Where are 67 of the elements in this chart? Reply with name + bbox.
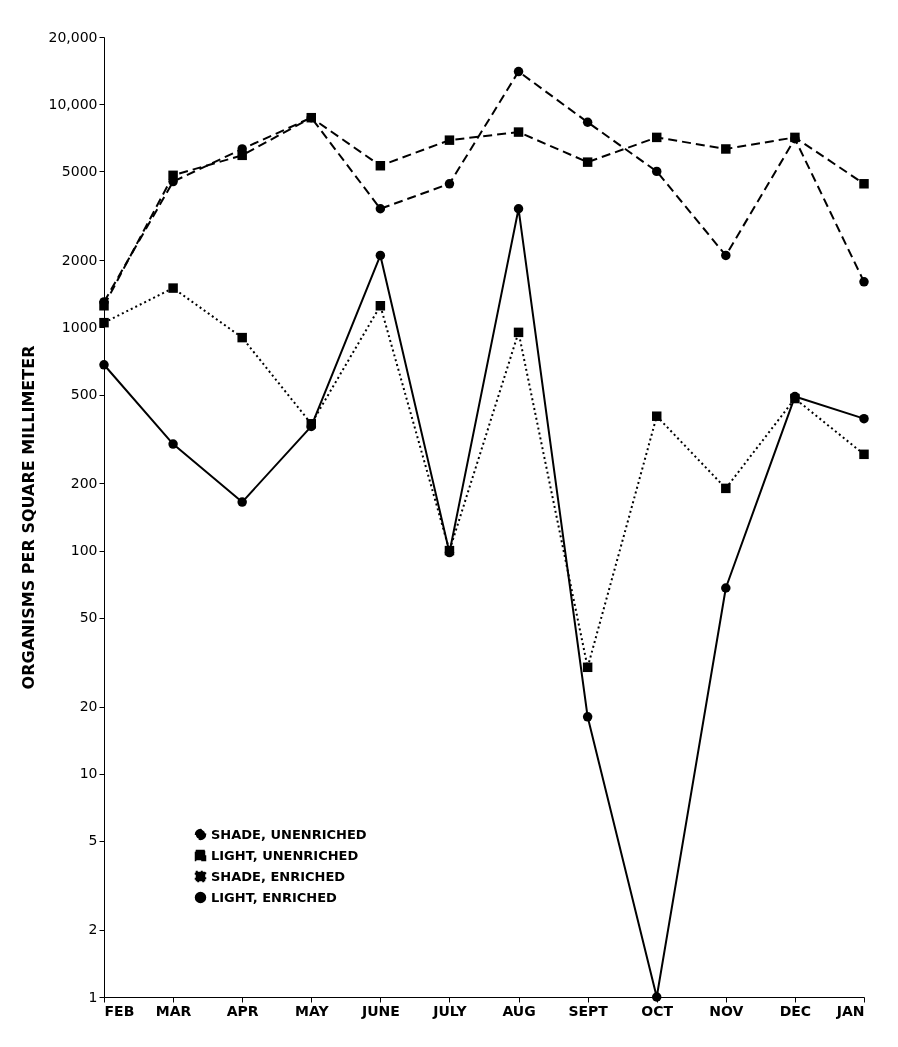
point [513, 127, 524, 137]
point [582, 157, 593, 167]
y-tick-label: 100 [70, 542, 98, 559]
x-tick-label: MAR [155, 1002, 192, 1019]
y-tick-label: 5000 [61, 162, 98, 179]
point [99, 360, 109, 370]
x-tick-label: OCT [641, 1002, 674, 1019]
point [721, 583, 731, 593]
point [582, 662, 593, 673]
point [651, 166, 662, 177]
y-tick-label: 2 [88, 921, 98, 938]
legend-label: LIGHT, UNENRICHED [211, 847, 359, 863]
point [375, 204, 386, 214]
legend-label: LIGHT, ENRICHED [211, 889, 338, 905]
x-tick-label: FEB [104, 1002, 135, 1019]
y-tick-label: 2000 [61, 251, 98, 268]
point [375, 160, 386, 171]
point [859, 277, 869, 287]
y-tick-label: 50 [79, 609, 98, 626]
x-tick-label: DEC [779, 1002, 812, 1019]
x-tick-label: JULY [432, 1002, 468, 1019]
y-tick-label: 20,000 [48, 28, 98, 45]
point [513, 204, 524, 214]
y-tick-label: 500 [70, 386, 98, 403]
point [582, 712, 593, 722]
point [444, 135, 455, 145]
y-axis-title: ORGANISMS PER SQUARE MILLIMETER [18, 345, 38, 690]
point [237, 150, 247, 161]
legend-label: SHADE, UNENRICHED [211, 826, 367, 842]
point [168, 283, 178, 293]
point [859, 449, 869, 460]
y-tick-label: 5 [88, 832, 98, 849]
y-tick-label: 10 [79, 765, 98, 782]
y-tick-label: 1000 [61, 318, 98, 335]
point [237, 497, 247, 507]
point [99, 317, 109, 328]
point [306, 112, 317, 123]
point [859, 179, 869, 189]
point [444, 179, 455, 189]
x-tick-label: NOV [709, 1002, 744, 1019]
point [651, 411, 662, 421]
x-tick-label: JAN [835, 1002, 865, 1019]
point [859, 413, 869, 424]
point [168, 439, 178, 449]
y-tick-label: 10,000 [48, 95, 98, 112]
x-tick-label: APR [226, 1002, 259, 1019]
point [168, 170, 178, 181]
point [375, 250, 386, 261]
point [375, 301, 386, 311]
point [721, 250, 731, 261]
y-tick-label: 20 [79, 698, 98, 715]
legend-label: SHADE, ENRICHED [211, 868, 346, 884]
x-tick-label: JUNE [360, 1002, 400, 1019]
point [99, 301, 109, 311]
x-tick-label: SEPT [568, 1002, 609, 1019]
point [651, 132, 662, 143]
x-tick-label: MAY [294, 1002, 330, 1019]
point [582, 117, 593, 127]
y-tick-label: 200 [70, 474, 98, 491]
point [721, 144, 731, 154]
point [513, 66, 524, 77]
point [651, 992, 662, 1002]
x-tick-label: AUG [502, 1002, 536, 1019]
point [237, 332, 247, 343]
y-tick-label: 1 [88, 988, 98, 1005]
point [513, 327, 524, 338]
point [721, 483, 731, 494]
